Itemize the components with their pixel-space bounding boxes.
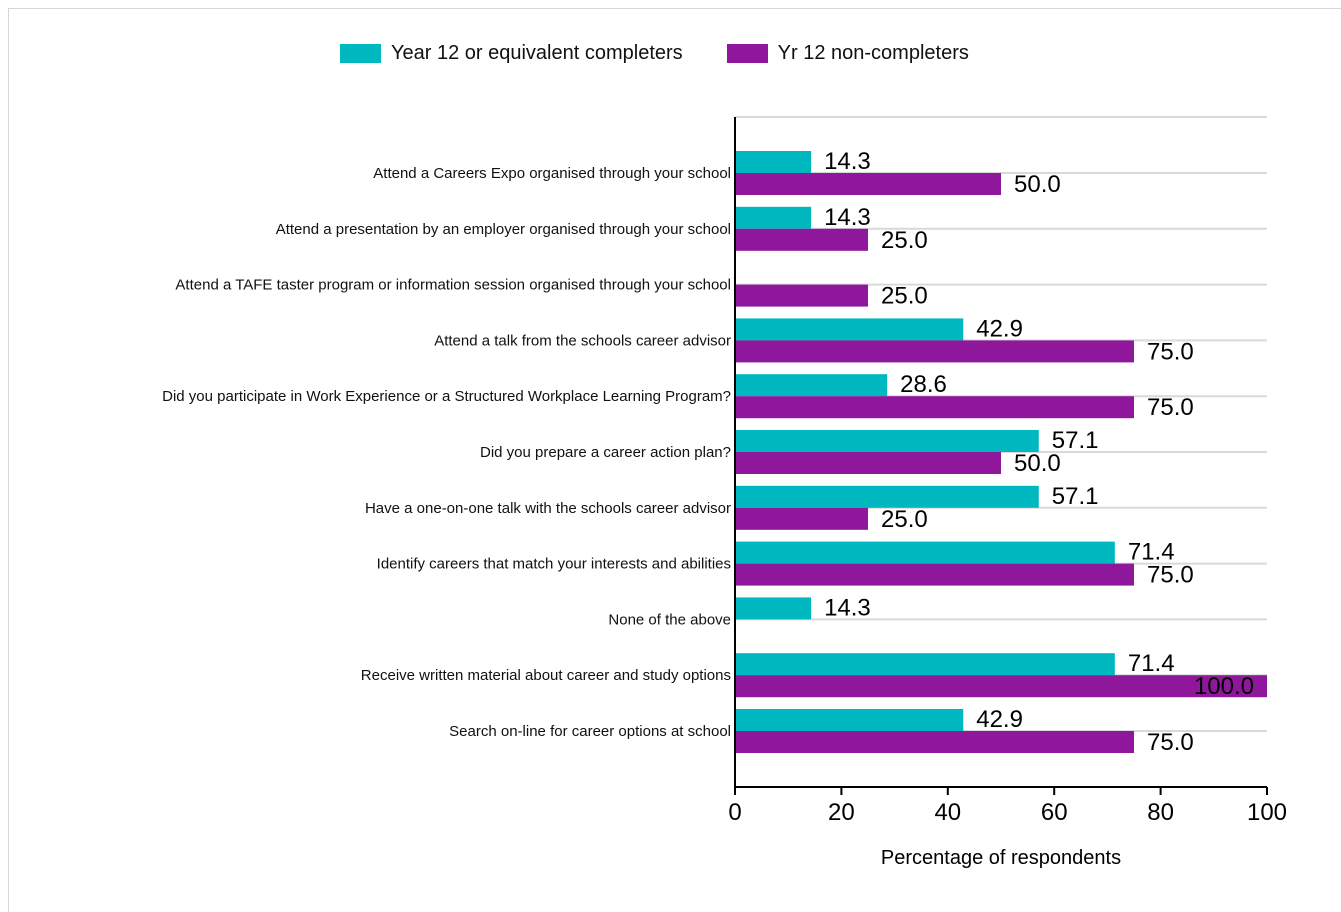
legend-item-non-completers: Yr 12 non-completers (726, 42, 969, 65)
bar-completers (735, 597, 812, 620)
category-label: Attend a Careers Expo organised through … (373, 165, 731, 182)
category-label: None of the above (608, 611, 731, 628)
bar-completers (735, 374, 888, 397)
x-tick-label: 40 (934, 799, 961, 826)
legend-swatch-non-completers (726, 44, 768, 63)
data-label-non-completers: 100.0 (1194, 673, 1254, 700)
data-label-completers: 28.6 (900, 371, 947, 398)
category-label: Did you prepare a career action plan? (480, 444, 731, 461)
legend-label-non-completers: Yr 12 non-completers (777, 42, 969, 64)
bar-completers (735, 653, 1115, 676)
category-label: Identify careers that match your interes… (377, 556, 731, 573)
x-tick-label: 20 (828, 799, 855, 826)
category-label: Have a one-on-one talk with the schools … (365, 500, 731, 517)
category-label: Search on-line for career options at sch… (449, 723, 731, 740)
data-label-non-completers: 25.0 (881, 506, 928, 533)
x-axis-title: Percentage of respondents (881, 847, 1121, 869)
bar-non-completers (735, 452, 1001, 474)
bar-non-completers (735, 173, 1001, 195)
bar-completers (735, 709, 964, 731)
category-label: Receive written material about career an… (361, 667, 731, 684)
data-label-non-completers: 75.0 (1147, 562, 1194, 589)
x-tick-label: 60 (1041, 799, 1068, 826)
bar-non-completers (735, 675, 1267, 698)
data-label-non-completers: 25.0 (881, 227, 928, 254)
x-tick-label: 0 (728, 799, 741, 826)
legend-label-completers: Year 12 or equivalent completers (391, 42, 683, 64)
data-label-completers: 14.3 (824, 204, 871, 231)
data-label-non-completers: 25.0 (881, 283, 928, 310)
legend: Year 12 or equivalent completers Yr 12 n… (340, 42, 1013, 65)
data-label-completers: 57.1 (1052, 483, 1099, 510)
x-tick-label: 80 (1147, 799, 1174, 826)
data-label-completers: 14.3 (824, 148, 871, 175)
bar-non-completers (735, 284, 868, 307)
data-label-completers: 57.1 (1052, 427, 1099, 454)
bar-non-completers (735, 228, 868, 251)
data-label-non-completers: 50.0 (1014, 450, 1061, 477)
data-label-non-completers: 75.0 (1147, 338, 1194, 365)
data-label-completers: 42.9 (976, 315, 1023, 342)
bar-completers (735, 485, 1039, 508)
data-label-completers: 71.4 (1128, 539, 1175, 566)
data-label-non-completers: 75.0 (1147, 729, 1194, 756)
bar-non-completers (735, 340, 1134, 363)
category-label: Attend a talk from the schools career ad… (434, 332, 731, 349)
data-label-completers: 14.3 (824, 594, 871, 621)
data-label-non-completers: 75.0 (1147, 394, 1194, 421)
data-label-completers: 42.9 (976, 706, 1023, 733)
data-label-completers: 71.4 (1128, 650, 1175, 677)
category-label: Attend a TAFE taster program or informat… (175, 277, 731, 294)
bar-non-completers (735, 396, 1134, 419)
bar-completers (735, 541, 1115, 564)
data-label-non-completers: 50.0 (1014, 171, 1061, 198)
bar-completers (735, 151, 812, 173)
bar-completers (735, 430, 1039, 452)
x-tick-label: 100 (1247, 799, 1287, 826)
chart-frame (8, 8, 1341, 912)
bar-non-completers (735, 563, 1134, 586)
category-label: Attend a presentation by an employer org… (276, 221, 731, 238)
bar-non-completers (735, 731, 1134, 753)
bar-non-completers (735, 507, 868, 530)
legend-swatch-completers (340, 44, 381, 63)
category-label: Did you participate in Work Experience o… (162, 388, 731, 405)
bar-completers (735, 206, 812, 229)
bar-completers (735, 318, 964, 341)
legend-item-completers: Year 12 or equivalent completers (340, 42, 683, 65)
